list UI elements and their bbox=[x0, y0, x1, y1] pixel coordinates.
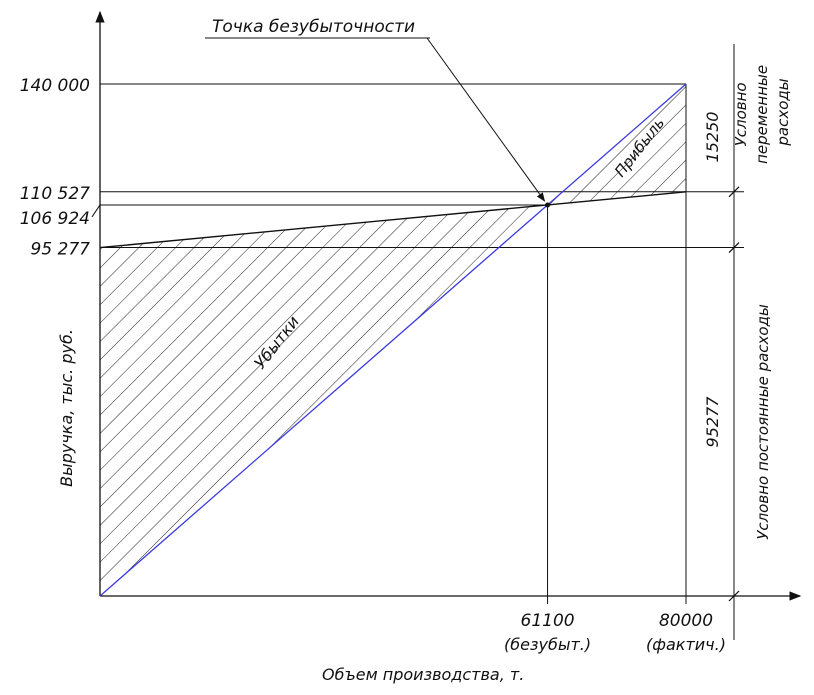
revenue-line bbox=[99, 83, 687, 597]
y-axis-label: Выручка, тыс. руб. bbox=[57, 329, 76, 487]
fixed-costs-value: 95277 bbox=[703, 396, 722, 448]
x-tick-label: 80000 bbox=[659, 611, 713, 631]
y-tick-label: 106 924 bbox=[20, 209, 90, 229]
y-tick-label: 140 000 bbox=[20, 76, 90, 96]
dimension-line bbox=[728, 44, 740, 640]
x-tick-label: 61100 bbox=[521, 611, 575, 631]
break-even-point bbox=[545, 202, 551, 208]
fixed-costs-label: Условно постоянные расходы bbox=[754, 304, 772, 540]
x-tick-sublabel: (безубыт.) bbox=[504, 635, 591, 654]
x-tick-sublabel: (фактич.) bbox=[646, 635, 726, 654]
x-axis-label: Объем производства, т. bbox=[322, 665, 524, 684]
guide-lines bbox=[100, 83, 744, 596]
variable-costs-label: Условно переменные расходы bbox=[732, 60, 792, 164]
y-tick-label: 110 527 bbox=[20, 184, 90, 204]
series-group bbox=[99, 83, 687, 597]
variable-costs-value: 15250 bbox=[703, 112, 722, 163]
chart-title: Точка безубыточности bbox=[212, 17, 415, 37]
y-tick-label: 95 277 bbox=[31, 240, 91, 260]
break-even-callout: Точка безубыточности bbox=[205, 17, 546, 202]
